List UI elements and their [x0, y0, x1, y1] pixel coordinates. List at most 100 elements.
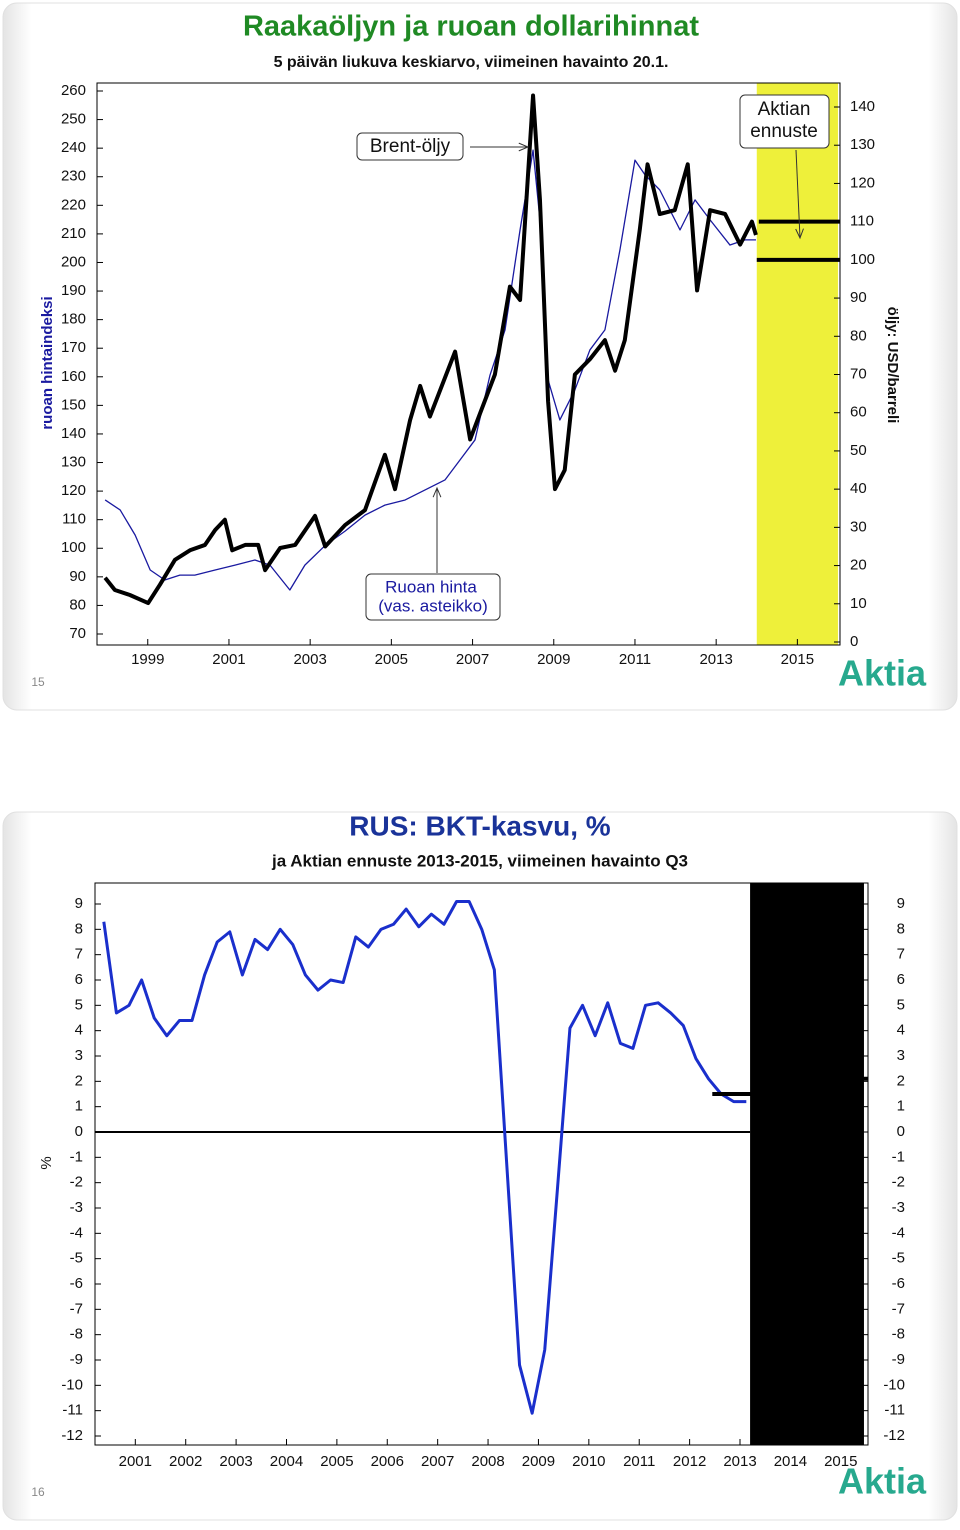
y2-tick-label: 4 — [897, 1022, 905, 1039]
annotation: (vas. asteikko) — [378, 596, 488, 615]
chart-title: Raakaöljyn ja ruoan dollarihinnat — [243, 11, 699, 43]
x-tick-label: 2013 — [723, 1453, 756, 1470]
y2-tick-label: 8 — [897, 920, 905, 937]
x-tick-label: 2004 — [270, 1453, 303, 1470]
arrow-head — [795, 228, 804, 240]
y-tick-label: 1 — [75, 1098, 83, 1115]
y-tick-label: -3 — [70, 1199, 83, 1216]
slide-bg — [2, 811, 958, 1521]
y-tick-label: 90 — [69, 568, 86, 585]
y2-tick-label: 140 — [850, 98, 875, 115]
y-tick-label: -8 — [70, 1326, 83, 1343]
chart-subtitle: 5 päivän liukuva keskiarvo, viimeinen ha… — [274, 54, 669, 71]
y-tick-label: 120 — [61, 482, 86, 499]
y-tick-label: 7 — [75, 946, 83, 963]
y2-tick-label: 9 — [897, 895, 905, 912]
y-tick-label: -1 — [70, 1148, 83, 1165]
forecast-band — [756, 83, 838, 645]
y2-tick-label: -4 — [892, 1224, 905, 1241]
y-tick-label: -6 — [70, 1275, 83, 1292]
y-tick-label: 5 — [75, 996, 83, 1013]
chart-subtitle: ja Aktian ennuste 2013-2015, viimeinen h… — [271, 851, 688, 870]
y2-tick-label: 3 — [897, 1047, 905, 1064]
x-tick-label: 2003 — [219, 1453, 252, 1470]
annotation-box — [356, 132, 464, 161]
y-tick-label: 170 — [61, 339, 86, 356]
y-tick-label: 4 — [75, 1022, 83, 1039]
x-tick-label: 2014 — [774, 1453, 807, 1470]
x-tick-label: 2013 — [699, 651, 732, 668]
plot-frame — [96, 82, 841, 646]
series-line — [103, 93, 758, 606]
series-line — [102, 899, 747, 1415]
annotation-arrow — [795, 149, 801, 239]
y-tick-label: 3 — [75, 1047, 83, 1064]
y-tick-label: -7 — [70, 1300, 83, 1317]
y-tick-label: 220 — [61, 196, 86, 213]
y2-tick-label: 20 — [850, 557, 867, 574]
x-tick-label: 2015 — [824, 1453, 857, 1470]
y-tick-label: 6 — [75, 971, 83, 988]
y-tick-label: 210 — [61, 225, 86, 242]
y-tick-label: 240 — [61, 139, 86, 156]
y-tick-label: -2 — [70, 1174, 83, 1191]
y-tick-label: 180 — [61, 311, 86, 328]
y-tick-label: -12 — [61, 1427, 83, 1444]
x-tick-label: 2007 — [421, 1453, 454, 1470]
y2-tick-label: -6 — [892, 1275, 905, 1292]
annotation: Ruoan hinta — [385, 577, 477, 596]
y-tick-label: 130 — [61, 453, 86, 470]
y2-tick-label: 7 — [897, 946, 905, 963]
x-tick-label: 2001 — [119, 1453, 152, 1470]
slide-number: 16 — [31, 1485, 45, 1499]
slide-number: 15 — [31, 675, 45, 689]
arrow-head — [518, 142, 530, 152]
y-tick-label: 110 — [62, 511, 86, 528]
y-tick-label: 9 — [75, 895, 83, 912]
y2-tick-label: 90 — [850, 289, 867, 306]
y-tick-label: -9 — [70, 1351, 83, 1368]
y2-tick-label: -8 — [892, 1326, 905, 1343]
y-tick-label: 8 — [75, 920, 83, 937]
chart-title: RUS: BKT-kasvu, % — [349, 810, 610, 841]
x-tick-label: 2015 — [781, 651, 814, 668]
y-tick-label: -5 — [70, 1250, 83, 1267]
y2-tick-label: -9 — [892, 1351, 905, 1368]
x-tick-label: 2005 — [375, 651, 408, 668]
y2-tick-label: -1 — [892, 1148, 905, 1165]
y2-tick-label: 50 — [850, 442, 867, 459]
x-tick-label: 2010 — [572, 1453, 605, 1470]
x-tick-label: 2009 — [537, 651, 570, 668]
y-tick-label: 70 — [69, 625, 86, 642]
y2-tick-label: 70 — [850, 365, 867, 382]
logo: Aktia — [838, 653, 927, 694]
x-tick-label: 2006 — [371, 1453, 404, 1470]
logo: Aktia — [838, 1461, 927, 1502]
y2-tick-label: 40 — [850, 480, 867, 497]
y2-tick-label: 0 — [897, 1123, 905, 1140]
x-tick-label: 2009 — [522, 1453, 555, 1470]
x-tick-label: 2003 — [293, 651, 326, 668]
annotation: Aktian — [758, 99, 811, 120]
annotation-box — [365, 573, 501, 621]
y-tick-label: 160 — [61, 368, 86, 385]
x-tick-label: 2007 — [456, 651, 489, 668]
y2-tick-label: 0 — [850, 633, 858, 650]
x-tick-label: 2011 — [619, 651, 651, 668]
y-tick-label: 150 — [61, 396, 86, 413]
y2-tick-label: -11 — [884, 1402, 905, 1419]
y-tick-label: 100 — [61, 539, 86, 556]
y2-tick-label: 60 — [850, 404, 867, 421]
y2-axis-label: öljy: USD/barreli — [884, 307, 901, 424]
y2-tick-label: 110 — [850, 213, 874, 230]
arrow-head — [432, 486, 442, 498]
x-tick-label: 2012 — [673, 1453, 706, 1470]
x-tick-label: 2008 — [471, 1453, 504, 1470]
y2-tick-label: 5 — [897, 996, 905, 1013]
y-tick-label: -10 — [61, 1376, 83, 1393]
y2-tick-label: 120 — [850, 174, 875, 191]
y-tick-label: -11 — [62, 1402, 83, 1419]
plot-frame — [94, 882, 869, 1446]
y2-tick-label: 1 — [897, 1098, 905, 1115]
